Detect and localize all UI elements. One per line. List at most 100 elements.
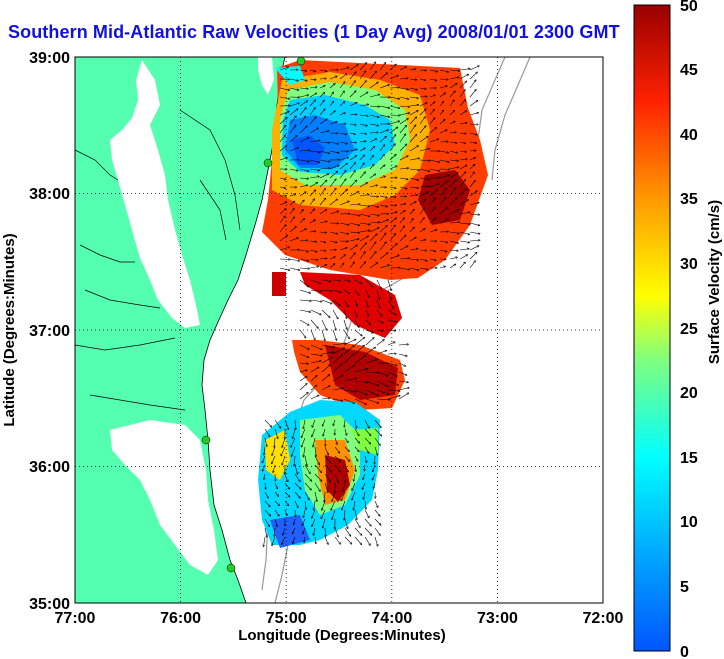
velocity-arrow (399, 96, 409, 99)
velocity-arrow (310, 376, 317, 382)
velocity-arrow (429, 128, 437, 134)
velocity-arrow (299, 168, 309, 171)
velocity-arrow (321, 386, 330, 391)
velocity-arrow (264, 473, 265, 480)
velocity-arrow (299, 329, 306, 338)
velocity-arrow (389, 64, 396, 71)
velocity-arrow (284, 509, 287, 515)
velocity-arrow (293, 536, 296, 543)
velocity-arrow (282, 536, 286, 544)
velocity-arrow (274, 518, 277, 527)
velocity-arrow (365, 329, 373, 333)
velocity-arrow (365, 500, 366, 509)
velocity-arrow (389, 244, 397, 251)
velocity-arrow (289, 109, 298, 116)
velocity-arrow (459, 141, 465, 143)
colorbar-tick: 30 (680, 256, 698, 273)
velocity-arrow (409, 79, 417, 80)
velocity-arrow (389, 225, 395, 233)
velocity-arrow (409, 105, 419, 107)
velocity-arrow (324, 473, 331, 482)
map-title: Southern Mid-Atlantic Raw Velocities (1 … (8, 22, 620, 42)
velocity-arrow (369, 71, 376, 80)
velocity-arrow (354, 398, 366, 404)
velocity-arrow (299, 178, 308, 179)
velocity-arrow (449, 264, 456, 269)
velocity-arrow (389, 144, 395, 152)
velocity-arrow (469, 66, 479, 71)
velocity-arrow (399, 78, 408, 79)
velocity-arrow (389, 195, 396, 197)
velocity-arrow (439, 208, 447, 215)
velocity-arrow (379, 176, 385, 179)
velocity-arrow (329, 92, 334, 98)
velocity-arrow (299, 289, 311, 293)
velocity-arrow (369, 62, 376, 71)
velocity-arrow (409, 195, 418, 197)
velocity-arrow (289, 168, 298, 171)
velocity-arrow (359, 163, 364, 170)
station-marker (201, 435, 211, 445)
velocity-arrow (419, 240, 426, 242)
velocity-arrow (294, 482, 301, 489)
velocity-arrow (372, 473, 376, 480)
velocity-arrow (469, 90, 476, 98)
velocity-arrow (379, 204, 388, 207)
velocity-arrow (376, 340, 384, 346)
velocity-arrow (459, 81, 466, 89)
velocity-arrow (324, 464, 332, 472)
x-axis-label: Longitude (Degrees:Minutes) (238, 627, 446, 644)
velocity-arrow (387, 396, 400, 400)
velocity-arrow (264, 446, 266, 455)
velocity-arrow (310, 395, 319, 400)
velocity-arrow (289, 103, 299, 107)
velocity-arrow (324, 482, 328, 493)
velocity-arrow (379, 220, 388, 224)
velocity-arrow (332, 299, 340, 306)
velocity-arrow (349, 81, 355, 89)
velocity-arrow (359, 172, 365, 179)
velocity-arrow (281, 446, 286, 456)
velocity-arrow (398, 362, 406, 366)
velocity-arrow (333, 419, 336, 426)
velocity-arrow (399, 258, 409, 259)
velocity-arrow (334, 473, 338, 483)
velocity-arrow (365, 338, 374, 346)
velocity-arrow (354, 380, 368, 382)
velocity-arrow (321, 309, 330, 317)
velocity-arrow (409, 135, 417, 143)
velocity-arrow (354, 279, 362, 284)
velocity-arrow (439, 120, 445, 125)
velocity-arrow (339, 189, 347, 197)
y-tick-label: 37:00 (29, 323, 70, 340)
velocity-arrow (324, 491, 325, 502)
velocity-arrow (319, 109, 325, 116)
velocity-arrow (354, 289, 359, 295)
velocity-arrow (345, 473, 346, 482)
velocity-arrow (354, 319, 359, 327)
velocity-arrow (399, 119, 408, 125)
velocity-arrow (279, 177, 286, 179)
velocity-arrow (354, 337, 365, 346)
velocity-arrow (429, 218, 436, 224)
velocity-arrow (469, 113, 478, 116)
velocity-arrow (359, 155, 364, 161)
velocity-arrow (364, 446, 369, 453)
colorbar-tick: 5 (680, 579, 689, 596)
velocity-arrow (449, 250, 458, 251)
velocity-arrow (309, 177, 319, 179)
velocity-arrow (299, 116, 306, 125)
velocity-arrow (439, 220, 448, 224)
velocity-arrow (365, 299, 368, 307)
station-marker (226, 563, 236, 573)
velocity-arrow (319, 150, 329, 153)
velocity-arrow (279, 96, 290, 99)
velocity-arrow (319, 93, 325, 98)
velocity-arrow (304, 464, 310, 473)
velocity-arrow (376, 380, 388, 386)
velocity-arrow (429, 69, 437, 72)
velocity-arrow (354, 473, 356, 481)
velocity-arrow (469, 172, 474, 179)
y-tick-label: 35:00 (29, 596, 70, 613)
velocity-arrow (332, 509, 336, 519)
